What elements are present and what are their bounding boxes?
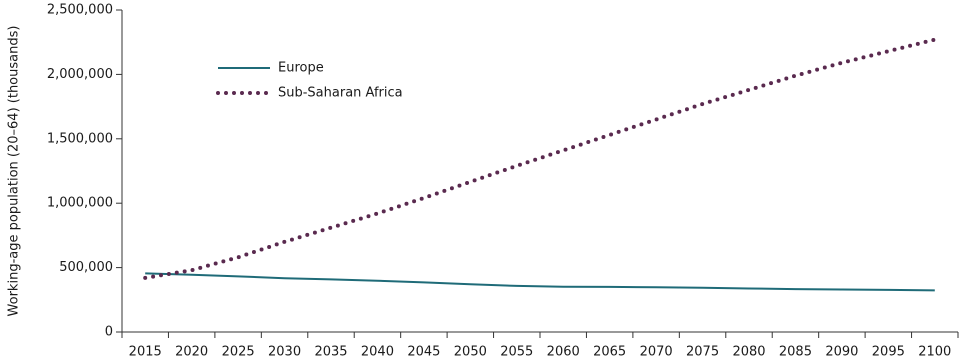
x-tick-label: 2020 — [175, 345, 208, 360]
y-tick-label: 1,500,000 — [47, 131, 113, 146]
x-tick-label: 2030 — [268, 345, 301, 360]
x-tick-label: 2065 — [593, 345, 626, 360]
x-tick-label: 2095 — [872, 345, 905, 360]
y-axis-label: Working-age population (20–64) (thousand… — [7, 26, 22, 317]
x-tick-label: 2080 — [732, 345, 765, 360]
x-tick-label: 2085 — [779, 345, 812, 360]
y-tick-label: 2,000,000 — [47, 67, 113, 82]
x-tick-label: 2050 — [454, 345, 487, 360]
y-tick-label: 2,500,000 — [47, 3, 113, 18]
x-tick-label: 2015 — [129, 345, 162, 360]
y-tick-label: 0 — [105, 325, 113, 340]
x-tick-label: 2045 — [407, 345, 440, 360]
series-line — [143, 37, 937, 280]
y-tick-label: 1,000,000 — [47, 196, 113, 211]
x-tick-label: 2035 — [314, 345, 347, 360]
x-tick-label: 2075 — [686, 345, 719, 360]
y-tick-label: 500,000 — [59, 260, 113, 275]
legend-label: Sub-Saharan Africa — [278, 86, 403, 101]
x-tick-label: 2070 — [640, 345, 673, 360]
legend-label: Europe — [278, 61, 324, 76]
x-tick-label: 2055 — [500, 345, 533, 360]
x-tick-label: 2060 — [547, 345, 580, 360]
series-line — [145, 272, 935, 292]
x-tick-label: 2040 — [361, 345, 394, 360]
x-tick-label: 2100 — [918, 345, 951, 360]
x-tick-label: 2090 — [825, 345, 858, 360]
x-tick-label: 2025 — [222, 345, 255, 360]
